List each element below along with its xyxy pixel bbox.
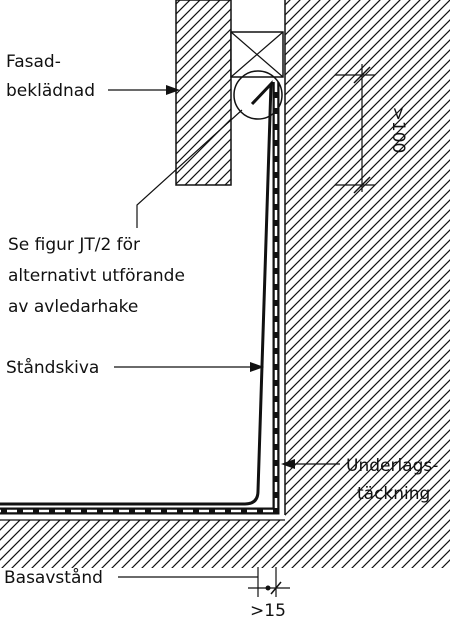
label-fasad-line2: beklädnad bbox=[6, 81, 95, 101]
label-underlag-line2: täckning bbox=[357, 484, 430, 504]
underlayment bbox=[0, 82, 280, 515]
roof-deck bbox=[0, 520, 290, 568]
dimension-100 bbox=[335, 64, 375, 194]
leader-standskiva bbox=[114, 362, 264, 372]
upstand-sheet bbox=[0, 80, 273, 506]
facade-cladding bbox=[175, 0, 232, 186]
batten-cross-section bbox=[230, 31, 284, 78]
leader-underlag bbox=[281, 459, 340, 469]
label-se-figur-line1: Se figur JT/2 för bbox=[8, 235, 140, 255]
label-dim-15: >15 bbox=[250, 601, 286, 620]
roof-deck-corner bbox=[285, 515, 450, 568]
label-dim-100: >100 bbox=[388, 107, 408, 154]
label-se-figur-line2: alternativt utförande bbox=[8, 266, 185, 286]
wall bbox=[285, 0, 450, 515]
leader-fasad bbox=[108, 85, 180, 95]
label-standskiva: Ståndskiva bbox=[6, 357, 99, 378]
label-underlag-line1: Underlags- bbox=[346, 456, 438, 476]
detail-circle bbox=[233, 70, 283, 120]
label-basavstand: Basavstånd bbox=[4, 567, 103, 588]
dimension-15 bbox=[248, 567, 290, 597]
leader-se-figur bbox=[136, 109, 243, 228]
label-se-figur-line3: av avledarhake bbox=[8, 297, 138, 317]
label-fasad-line1: Fasad- bbox=[6, 52, 61, 72]
